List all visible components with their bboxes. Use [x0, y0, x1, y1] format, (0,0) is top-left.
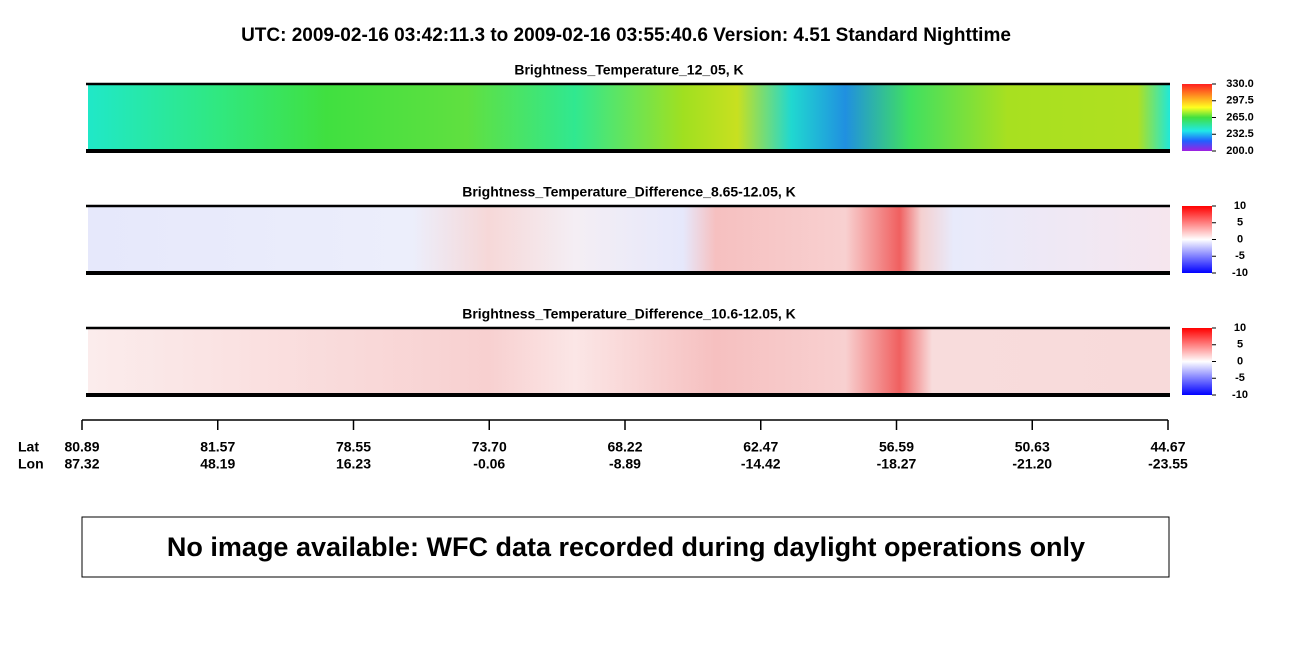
- lat-tick-label: 78.55: [336, 439, 371, 455]
- lon-tick-label: 87.32: [64, 456, 99, 472]
- lat-tick-label: 62.47: [743, 439, 778, 455]
- lat-tick-label: 56.59: [879, 439, 914, 455]
- lon-tick-label: -18.27: [877, 456, 917, 472]
- colorbar: [1182, 206, 1212, 273]
- colorbar-label: 5: [1237, 339, 1243, 351]
- colorbar-label: 200.0: [1226, 145, 1254, 157]
- lat-label: Lat: [18, 439, 39, 455]
- lon-tick-label: -0.06: [473, 456, 505, 472]
- lon-tick-label: 16.23: [336, 456, 371, 472]
- colorbar: [1182, 328, 1212, 395]
- colorbar-label: 5: [1237, 217, 1243, 229]
- colorbar-label: 10: [1234, 322, 1246, 334]
- panel-title: Brightness_Temperature_12_05, K: [514, 62, 743, 78]
- colorbar-label: 265.0: [1226, 111, 1254, 123]
- message: No image available: WFC data recorded du…: [167, 532, 1085, 562]
- lon-tick-label: -14.42: [741, 456, 781, 472]
- panel-image: [88, 84, 1170, 151]
- colorbar-label: 297.5: [1226, 95, 1254, 107]
- lat-tick-label: 44.67: [1150, 439, 1185, 455]
- lon-label: Lon: [18, 456, 44, 472]
- message-box: [81, 516, 1170, 578]
- title: UTC: 2009-02-16 03:42:11.3 to 2009-02-16…: [241, 25, 1011, 46]
- lat-tick-label: 81.57: [200, 439, 235, 455]
- colorbar-label: -10: [1232, 267, 1248, 279]
- colorbar-label: -5: [1235, 372, 1245, 384]
- panel-image: [88, 206, 1170, 273]
- colorbar-label: 232.5: [1226, 128, 1254, 140]
- colorbar-label: -5: [1235, 250, 1245, 262]
- lon-tick-label: -8.89: [609, 456, 641, 472]
- colorbar-label: 10: [1234, 200, 1246, 212]
- lat-tick-label: 73.70: [472, 439, 507, 455]
- colorbar-label: 0: [1237, 355, 1243, 367]
- lon-tick-label: -21.20: [1012, 456, 1052, 472]
- panel-image: [88, 328, 1170, 395]
- colorbar-label: 0: [1237, 233, 1243, 245]
- colorbar: [1182, 84, 1212, 151]
- colorbar-label: -10: [1232, 389, 1248, 401]
- panel-title: Brightness_Temperature_Difference_8.65-1…: [462, 184, 796, 200]
- panel-title: Brightness_Temperature_Difference_10.6-1…: [462, 306, 796, 322]
- lat-tick-label: 68.22: [607, 439, 642, 455]
- lon-tick-label: 48.19: [200, 456, 235, 472]
- lon-tick-label: -23.55: [1148, 456, 1188, 472]
- colorbar-label: 330.0: [1226, 78, 1254, 90]
- lat-tick-label: 80.89: [64, 439, 99, 455]
- panels: Brightness_Temperature_12_05, K 330.0 297.…: [86, 62, 1254, 401]
- lat-tick-label: 50.63: [1015, 439, 1050, 455]
